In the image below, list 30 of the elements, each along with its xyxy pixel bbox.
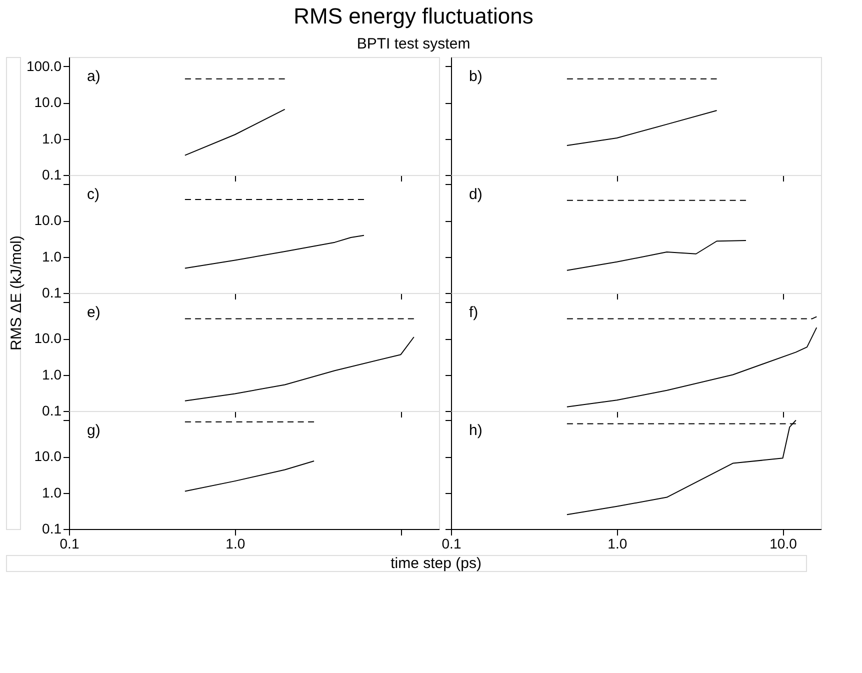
annotation: h) — [469, 422, 482, 439]
y-tick-label: 10.0 — [34, 330, 62, 346]
x-tick-label: 1.0 — [608, 536, 628, 552]
annotation: f) — [469, 304, 478, 321]
y-tick-label: 1.0 — [42, 248, 62, 264]
y-tick-label: 10.0 — [34, 448, 62, 464]
annotation: c) — [87, 186, 100, 203]
annotation: d) — [469, 186, 482, 203]
y-tick-label: 0.1 — [42, 402, 62, 418]
annotation: a) — [87, 68, 100, 85]
y-tick-label: 1.0 — [42, 484, 62, 500]
chart-title: RMS energy fluctuations — [294, 4, 534, 28]
x-tick-label: 1.0 — [226, 536, 246, 552]
annotation: b) — [469, 68, 482, 85]
x-axis-title: time step (ps) — [390, 555, 482, 572]
annotation: e) — [87, 304, 100, 321]
y-tick-label: 0.1 — [42, 284, 62, 300]
y-tick-label: 1.0 — [42, 130, 62, 146]
x-tick-label: 10.0 — [770, 536, 798, 552]
y-tick-label: 0.1 — [42, 520, 62, 536]
chart-subtitle: BPTI test system — [356, 36, 470, 52]
x-tick-label: 0.1 — [60, 536, 80, 552]
y-axis-title: RMS ΔE (kJ/mol) — [8, 235, 25, 351]
y-tick-label: 100.0 — [26, 58, 62, 74]
y-tick-label: 10.0 — [34, 212, 62, 228]
y-tick-label: 1.0 — [42, 366, 62, 382]
x-tick-label: 0.1 — [442, 536, 462, 552]
annotation: g) — [87, 422, 100, 439]
y-tick-label: 0.1 — [42, 166, 62, 182]
y-tick-label: 10.0 — [34, 94, 62, 110]
